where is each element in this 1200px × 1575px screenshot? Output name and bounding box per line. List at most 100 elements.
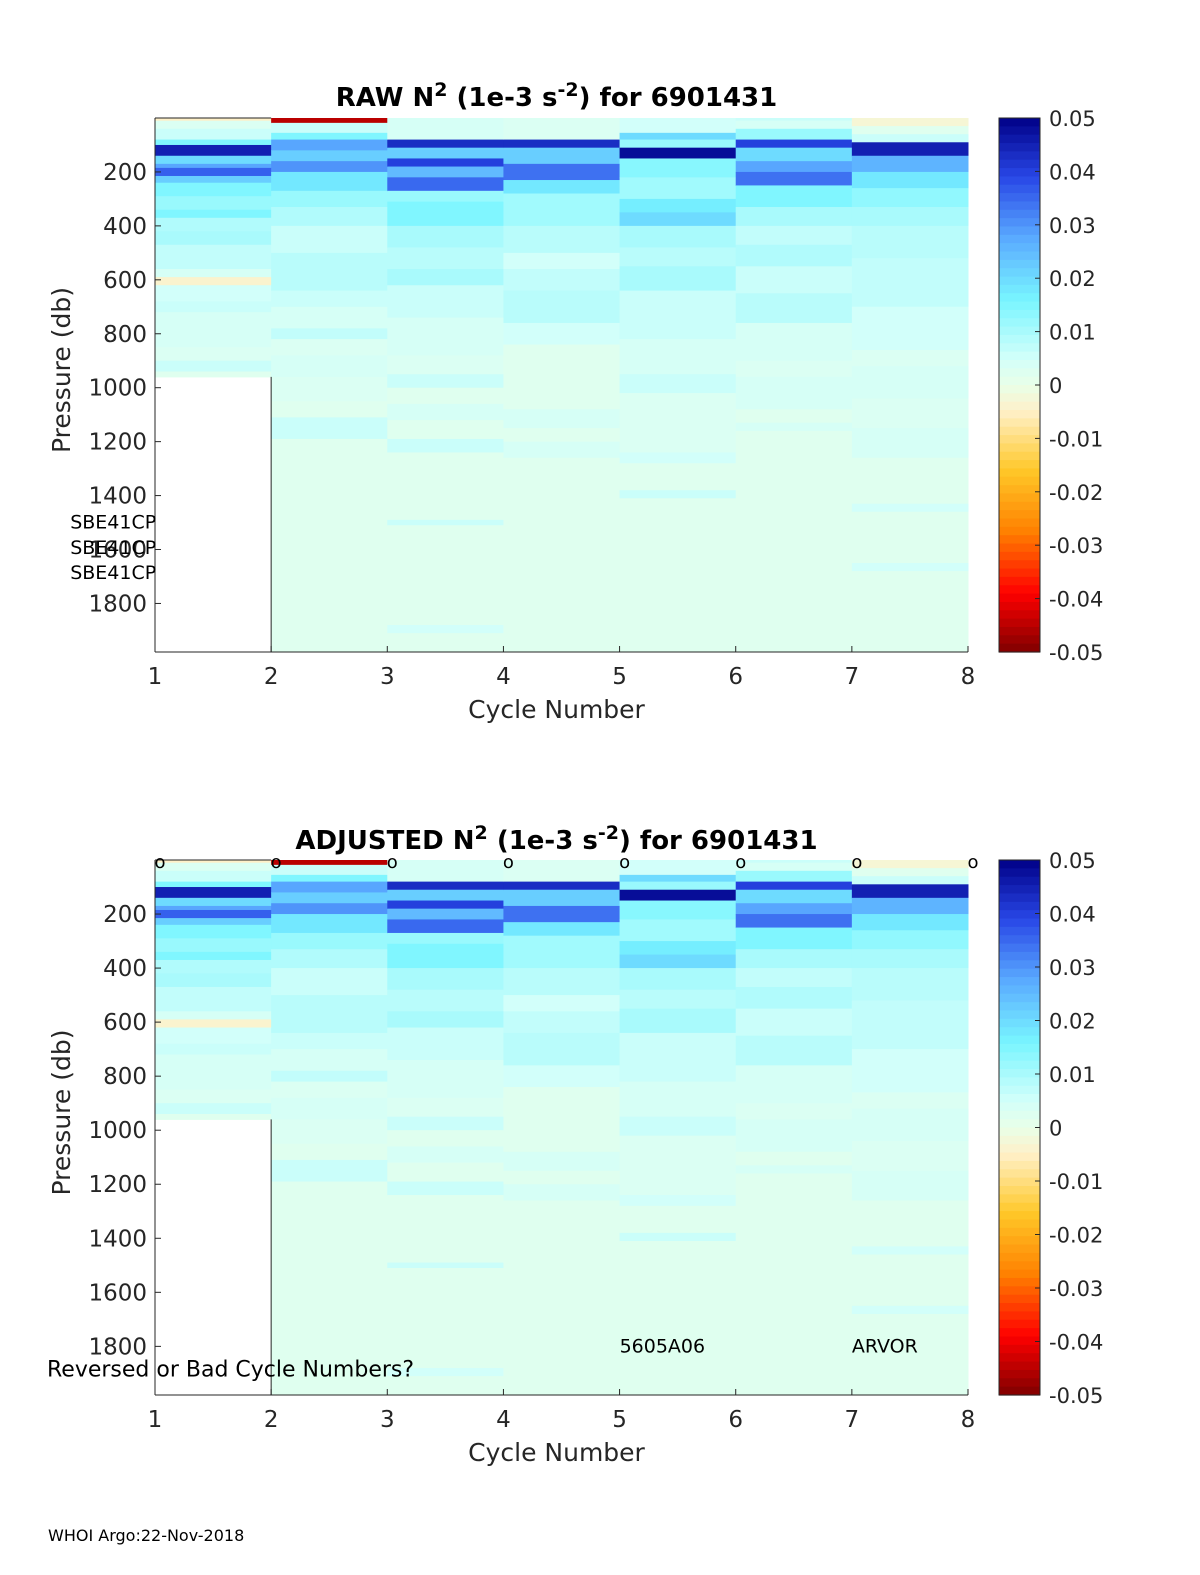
colorbar-tick-label: -0.02 [1049,481,1103,505]
heatmap-cell [503,441,621,459]
heatmap-cell [619,941,737,956]
heatmap-cell [619,900,737,920]
colorbar-tick-label: 0.01 [1049,321,1096,345]
heatmap-cell [387,932,504,945]
heatmap-cell [735,1119,853,1153]
heatmap-cell [503,428,621,443]
heatmap-cell [851,155,969,173]
colorbar-segment [999,359,1040,369]
colorbar: 0.05 0.04 0.03 0.02 0.01 0 -0.01 -0.02 -0.03 -0.0… [998,849,1103,1408]
heatmap-cell [735,1165,853,1174]
heatmap-cell [387,247,504,270]
heatmap-cell [735,360,853,378]
heatmap-cell [271,881,388,893]
title-part: ) for 6901431 [619,826,818,856]
heatmap-cell [387,374,504,389]
colorbar-tick-label: 0.05 [1049,849,1096,873]
heatmap-cell [387,989,504,1012]
x-tick-label: 2 [264,664,279,690]
y-tick-label: 1000 [88,1118,147,1144]
heatmap-cell [271,161,388,173]
heatmap-cell [735,207,853,227]
y-tick-label: 400 [103,214,147,240]
colorbar-segment [999,543,1040,553]
heatmap-cell [387,1376,504,1396]
colorbar-segment [999,876,1040,886]
colorbar-segment [999,376,1040,386]
colorbar-segment [999,526,1040,536]
heatmap-cell [619,1008,737,1034]
heatmap-cell [155,196,272,211]
cycle-marker: o [619,852,630,873]
x-tick-label: 6 [728,664,743,690]
heatmap-cell [155,120,272,130]
heatmap-column [619,860,737,1396]
x-tick-label: 4 [496,664,511,690]
colorbar-segment [999,293,1040,303]
heatmap-column [619,118,737,653]
heatmap-cell [619,225,737,248]
colorbar-segment [999,159,1040,169]
x-tick-label: 2 [264,1407,279,1433]
colorbar-tick-label: -0.02 [1049,1224,1103,1248]
heatmap-cell [619,147,737,159]
colorbar-segment [999,1286,1040,1296]
x-tick-label: 6 [728,1407,743,1433]
colorbar-segment [999,326,1040,336]
title-superscript: 2 [475,822,488,844]
heatmap-cell [387,269,504,286]
heatmap-cell [503,1184,621,1201]
heatmap-cell [271,1097,388,1120]
heatmap-cell [387,1011,504,1029]
heatmap-cell [735,860,853,864]
cycle-marker: o [735,852,746,873]
colorbar-segment [999,860,1040,869]
annotation: ARVOR [852,1335,918,1357]
heatmap-cell [387,919,504,934]
heatmap-cell [619,919,737,942]
colorbar-segment [999,535,1040,545]
chart-raw: 1 2 3 4 5 6 7 8 200 400 600 800 1000 1200 1400 1600 1800… [47,79,1103,724]
heatmap-cell [387,1146,504,1164]
heatmap-cell [387,177,504,192]
heatmap-column [735,860,853,1396]
chart-adjusted: 1 2 3 4 5 6 7 8 200 400 600 800 1000 1200 1400 1600 1800… [47,822,1103,1467]
heatmap-cell [387,147,504,159]
heatmap-cell [735,862,853,872]
colorbar-segment [999,1119,1040,1129]
heatmap-cell [735,147,853,162]
heatmap-cell [851,897,969,915]
heatmap-cell [619,860,737,876]
heatmap-column [735,118,853,653]
heatmap-cell [387,355,504,375]
colorbar-segment [999,118,1040,127]
heatmap-cell [155,862,272,872]
colorbar-tick-label: 0 [1049,1117,1062,1141]
heatmap-cell [387,285,504,319]
heatmap-cell [735,409,853,424]
heatmap-cell [387,889,504,902]
colorbar-segment [999,1110,1040,1120]
y-tick-label: 800 [103,1064,147,1090]
colorbar-segment [999,985,1040,995]
y-tick-label: 1600 [88,538,147,564]
colorbar-segment [999,1077,1040,1087]
heatmap-cell [735,139,853,149]
colorbar-tick-label: -0.03 [1049,1277,1103,1301]
chart-title: ADJUSTED N2 (1e-3 s-2) for 6901431 [295,822,817,856]
heatmap-cell [503,225,621,254]
colorbar-segment [999,1002,1040,1012]
heatmap-cell [387,190,504,203]
x-tick-label: 7 [845,664,860,690]
colorbar-tick-label: 0.04 [1049,160,1096,184]
heatmap-cell [155,312,272,324]
heatmap-cell [271,1119,388,1145]
heatmap-cell [851,366,969,399]
heatmap-cell [503,344,621,410]
heatmap-cell [155,322,272,348]
heatmap-cell [619,393,737,453]
colorbar-segment [999,443,1040,453]
heatmap-cell [851,207,969,227]
heatmap-cell [387,860,504,883]
colorbar-segment [999,960,1040,970]
